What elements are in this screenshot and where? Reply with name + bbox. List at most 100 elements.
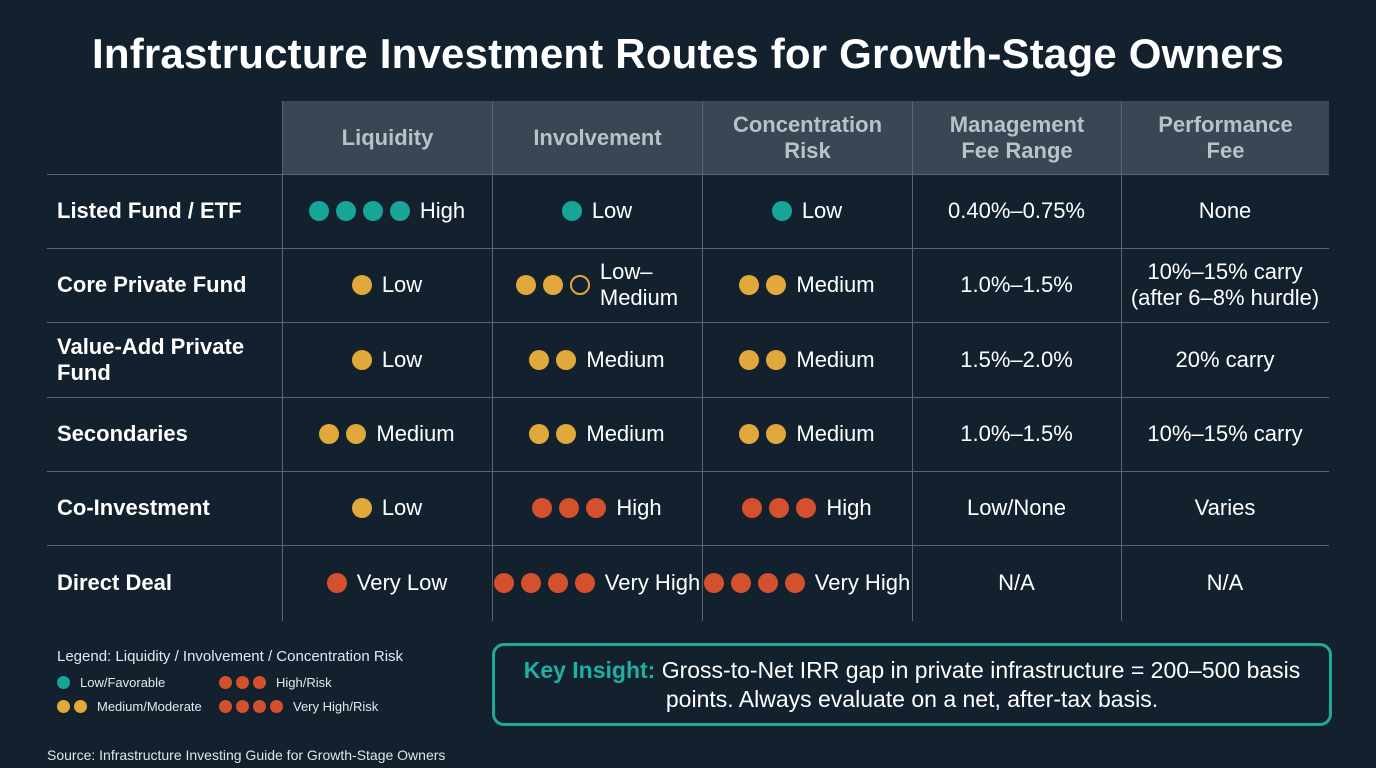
rating-dots <box>561 201 582 221</box>
cell-value: N/A <box>998 570 1035 595</box>
red-dot-icon <box>532 498 553 518</box>
amber-dot-icon <box>529 349 550 370</box>
legend-item-label: High/Risk <box>276 675 332 690</box>
column-header-label: Concentration Risk <box>732 111 883 163</box>
table-cell: 20% carry <box>1121 322 1329 397</box>
column-header: Performance Fee <box>1121 101 1329 174</box>
amber-dot-icon <box>515 275 536 295</box>
legend-item: High/Risk <box>219 675 332 690</box>
cell-value: 10%–15% carry (after 6–8% hurdle) <box>1130 259 1320 310</box>
amber-dot-icon <box>351 498 372 518</box>
amber-dot-icon <box>766 349 787 370</box>
column-header-label: Involvement <box>533 124 662 150</box>
row-label: Core Private Fund <box>57 248 282 322</box>
cell-value: Low <box>591 198 633 223</box>
rating-dots <box>351 275 372 295</box>
cell-value: Medium <box>586 421 665 446</box>
legend-item: Medium/Moderate <box>57 699 202 714</box>
key-insight-label: Key Insight: <box>523 656 656 683</box>
rating-dots <box>742 498 817 518</box>
row-label-text: Value-Add Private Fund <box>57 333 245 385</box>
cell-value: N/A <box>1206 570 1244 595</box>
row-label-text: Direct Deal <box>57 570 172 595</box>
cell-value: Varies <box>1194 495 1256 520</box>
table-cell: High <box>282 174 492 248</box>
table-cell: Low– Medium <box>492 248 702 322</box>
teal-dot-icon <box>335 201 356 221</box>
amber-dot-icon <box>739 275 760 295</box>
table-cell: Very Low <box>282 545 492 621</box>
red-dot-icon <box>784 573 805 593</box>
red-dot-icon <box>219 676 232 689</box>
cell-value: Low <box>381 495 423 520</box>
amber-dot-icon <box>351 349 372 370</box>
cell-value: Low/None <box>966 495 1067 520</box>
legend-item-label: Very High/Risk <box>293 699 379 714</box>
cell-value: 20% carry <box>1175 346 1275 372</box>
column-header-label: Management Fee Range <box>949 111 1085 163</box>
column-header: Concentration Risk <box>702 101 912 174</box>
table-cell: Medium <box>282 397 492 471</box>
table-cell: High <box>702 471 912 545</box>
row-divider <box>47 471 1329 472</box>
cell-value: Very High <box>814 570 911 595</box>
table-cell: High <box>492 471 702 545</box>
row-divider <box>47 322 1329 323</box>
legend-item: Very High/Risk <box>219 699 378 714</box>
red-dot-icon <box>253 700 266 713</box>
column-header-label: Liquidity <box>341 124 434 150</box>
red-dot-icon <box>730 573 751 593</box>
amber-dot-icon <box>766 275 787 295</box>
red-dot-icon <box>586 498 607 518</box>
amber-dot-icon <box>57 700 70 713</box>
table-cell: N/A <box>912 545 1121 621</box>
source-note: Source: Infrastructure Investing Guide f… <box>47 747 446 763</box>
cell-value: Very Low <box>356 570 448 595</box>
legend-dots <box>219 700 287 713</box>
table-cell: Very High <box>492 545 702 621</box>
row-label: Listed Fund / ETF <box>57 174 282 248</box>
rating-dots <box>739 275 787 295</box>
table-cell: Very High <box>702 545 912 621</box>
row-divider <box>47 397 1329 398</box>
red-dot-icon <box>796 498 817 518</box>
rating-dots <box>771 201 792 221</box>
row-label-text: Core Private Fund <box>57 272 247 297</box>
amber-dot-icon <box>556 424 577 444</box>
cell-value: 1.0%–1.5% <box>960 272 1073 297</box>
row-divider <box>47 174 1329 175</box>
amber-outline-dot-icon <box>569 275 590 295</box>
cell-value: Low <box>381 272 423 297</box>
cell-value: 10%–15% carry <box>1147 421 1303 446</box>
row-label-text: Secondaries <box>57 421 188 446</box>
red-dot-icon <box>493 573 514 593</box>
rating-dots <box>739 349 787 370</box>
rating-dots <box>308 201 410 221</box>
column-divider <box>492 101 493 621</box>
amber-dot-icon <box>74 700 87 713</box>
rating-dots <box>529 349 577 370</box>
cell-value: Medium <box>586 346 665 372</box>
amber-dot-icon <box>766 424 787 444</box>
table-cell: Medium <box>492 397 702 471</box>
row-label: Co-Investment <box>57 471 282 545</box>
row-label: Value-Add Private Fund <box>57 322 282 397</box>
red-dot-icon <box>326 573 347 593</box>
legend-title: Legend: Liquidity / Involvement / Concen… <box>57 648 404 665</box>
rating-dots <box>351 349 372 370</box>
column-divider <box>1121 101 1122 621</box>
teal-dot-icon <box>362 201 383 221</box>
table-cell: Medium <box>702 322 912 397</box>
red-dot-icon <box>520 573 541 593</box>
row-divider <box>47 248 1329 249</box>
key-insight-box: Key Insight: Gross-to-Net IRR gap in pri… <box>492 643 1332 726</box>
teal-dot-icon <box>771 201 792 221</box>
amber-dot-icon <box>319 424 340 444</box>
teal-dot-icon <box>57 676 70 689</box>
red-dot-icon <box>703 573 724 593</box>
cell-value: Medium <box>796 421 875 446</box>
amber-dot-icon <box>542 275 563 295</box>
table-cell: 1.5%–2.0% <box>912 322 1121 397</box>
teal-dot-icon <box>561 201 582 221</box>
cell-value: 0.40%–0.75% <box>948 198 1085 223</box>
